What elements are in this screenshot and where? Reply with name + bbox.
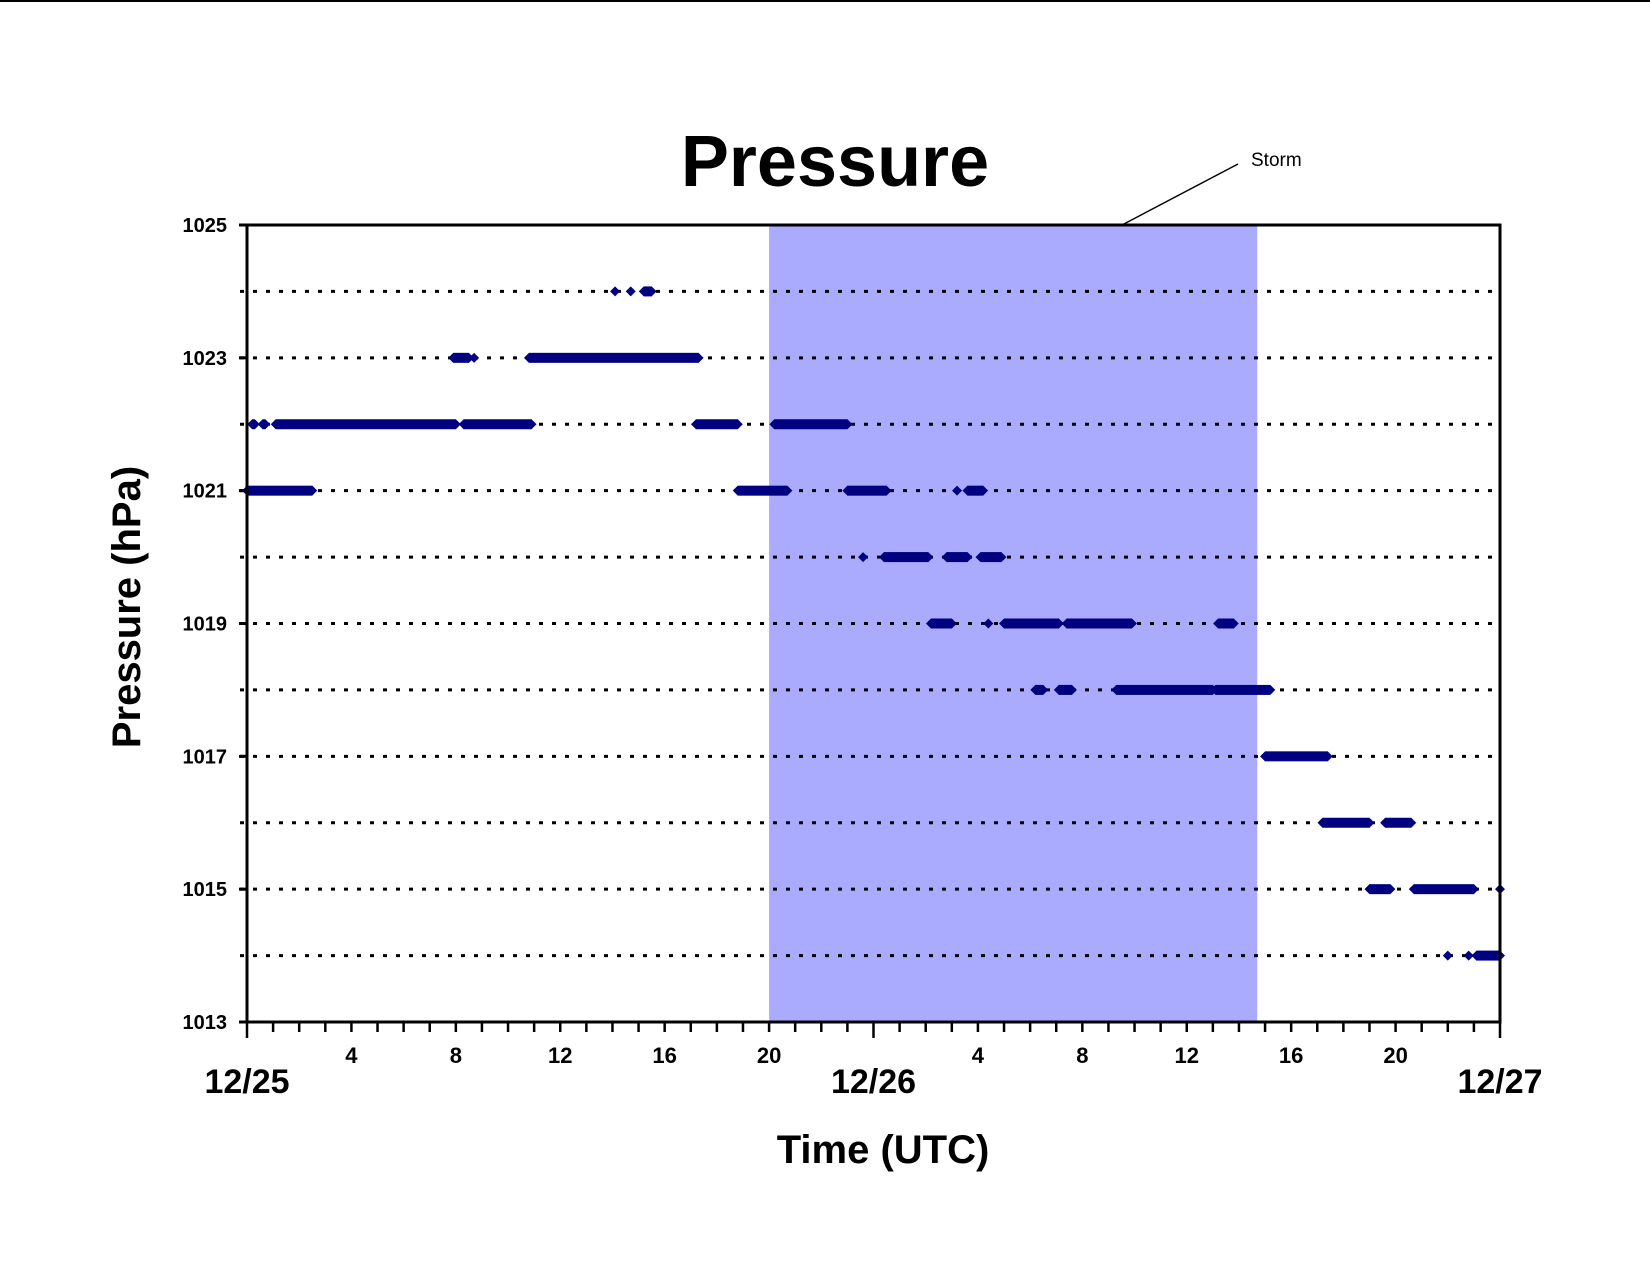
x-tick-label: 8 <box>1076 1043 1088 1068</box>
storm-callout-line <box>1121 163 1239 226</box>
data-point <box>625 286 636 297</box>
y-tick-label: 1023 <box>183 348 228 370</box>
x-tick-label: 20 <box>1383 1043 1407 1068</box>
data-point <box>1053 684 1077 695</box>
data-point <box>610 286 621 297</box>
data-point <box>257 419 271 430</box>
data-point <box>270 419 461 430</box>
data-point <box>858 552 869 563</box>
data-point <box>952 485 963 496</box>
data-point <box>1061 618 1137 629</box>
data-point <box>732 485 793 496</box>
data-point <box>1213 618 1239 629</box>
data-point <box>638 286 657 297</box>
y-tick-label: 1021 <box>183 481 228 503</box>
x-tick-label: 12 <box>1175 1043 1199 1068</box>
y-tick-label: 1015 <box>183 879 228 901</box>
data-point <box>690 419 743 430</box>
x-tick-label: 20 <box>757 1043 781 1068</box>
x-tick-label: 12 <box>548 1043 572 1068</box>
y-tick-label: 1019 <box>183 614 228 636</box>
data-point <box>247 419 260 430</box>
data-point <box>1260 751 1333 762</box>
data-point <box>999 618 1064 629</box>
data-point <box>1408 884 1479 895</box>
data-point <box>469 352 480 363</box>
data-point <box>1380 817 1417 828</box>
x-tick-label: 4 <box>345 1043 358 1068</box>
x-axis-title: Time (UTC) <box>777 1128 990 1172</box>
data-point <box>975 552 1007 563</box>
data-point <box>1471 950 1505 961</box>
x-date-label: 12/25 <box>204 1063 289 1101</box>
data-point <box>523 352 704 363</box>
data-point <box>1364 884 1396 895</box>
data-point <box>1030 684 1049 695</box>
data-point <box>769 419 853 430</box>
y-tick-label: 1013 <box>183 1012 228 1034</box>
storm-label: Storm <box>1251 150 1302 171</box>
x-date-label: 12/27 <box>1457 1063 1542 1101</box>
x-tick-label: 16 <box>1279 1043 1303 1068</box>
y-axis-title: Pressure (hPa) <box>105 466 149 748</box>
data-point <box>1463 950 1474 961</box>
y-tick-label: 1017 <box>183 746 228 768</box>
x-date-label: 12/26 <box>831 1063 916 1101</box>
data-point <box>448 352 474 363</box>
data-point <box>242 485 318 496</box>
data-point <box>1111 684 1218 695</box>
data-point <box>1442 950 1453 961</box>
data-point <box>458 419 537 430</box>
data-point <box>962 485 989 496</box>
data-point <box>925 618 957 629</box>
data-point <box>1210 684 1276 695</box>
data-point <box>842 485 892 496</box>
y-tick-label: 1025 <box>183 215 228 237</box>
x-tick-label: 16 <box>652 1043 676 1068</box>
chart-title: Pressure <box>681 122 989 202</box>
data-point <box>941 552 973 563</box>
x-tick-label: 4 <box>972 1043 985 1068</box>
axes: 1013 1015 1017 1019 1021 1023 1025 4 8 12 16 20 4 8 12… <box>183 215 1543 1101</box>
data-point <box>878 552 934 563</box>
data-point <box>1317 817 1375 828</box>
data-point <box>983 618 994 629</box>
data-markers <box>242 286 1505 961</box>
x-tick-label: 8 <box>450 1043 462 1068</box>
